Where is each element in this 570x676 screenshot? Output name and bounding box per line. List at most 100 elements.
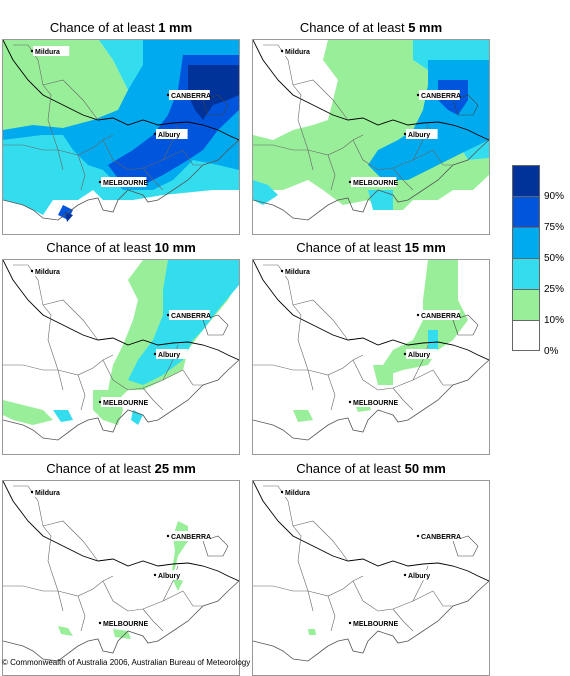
legend-swatch-50: [512, 227, 540, 258]
district-boundary: [327, 154, 336, 191]
district-boundary: [142, 387, 164, 411]
district-boundary: [327, 595, 336, 632]
district-boundary: [352, 139, 434, 171]
city-dot: [403, 132, 407, 136]
shading-region: [253, 180, 278, 205]
city-label-canberra: CANBERRA: [421, 93, 461, 100]
city-dot: [153, 573, 157, 577]
shading-region: [3, 400, 53, 425]
state-border: [253, 40, 489, 141]
state-border: [253, 260, 489, 361]
city-label-bg: [406, 129, 438, 139]
district-boundary: [57, 575, 114, 597]
coastline: [253, 139, 489, 221]
city-label-bg: [351, 397, 397, 407]
city-label-canberra: CANBERRA: [171, 93, 211, 100]
city-label-bg: [169, 531, 210, 541]
act-border: [452, 535, 479, 557]
district-boundary: [3, 144, 58, 151]
city-dot: [30, 269, 34, 273]
district-boundary: [42, 299, 99, 341]
city-label-bg: [169, 310, 210, 320]
shading-region: [58, 626, 73, 636]
legend-swatch-0: [512, 320, 540, 351]
legend-label-25: 25%: [544, 284, 565, 295]
district-boundary: [77, 595, 86, 632]
district-boundary: [292, 79, 349, 121]
coastline: [253, 359, 489, 441]
district-boundary: [57, 354, 114, 376]
city-dot: [98, 621, 102, 625]
district-boundary: [42, 525, 64, 612]
district-boundary: [432, 369, 453, 386]
shading-region: [131, 410, 143, 425]
city-label-mildura: Mildura: [285, 490, 310, 497]
map-10mm: Mildura CANBERRA Albury MELBOURNE: [2, 259, 240, 455]
city-label-melbourne: MELBOURNE: [353, 400, 398, 407]
city-dot: [416, 534, 420, 538]
city-label-bg: [101, 618, 147, 628]
district-boundary: [142, 167, 164, 191]
city-label-mildura: Mildura: [35, 49, 60, 56]
city-label-albury: Albury: [408, 352, 430, 359]
city-dot: [166, 534, 170, 538]
shading-region: [113, 629, 131, 639]
legend-label-50: 50%: [544, 253, 565, 264]
city-label-albury: Albury: [158, 352, 180, 359]
district-boundary: [392, 387, 414, 411]
district-boundary: [42, 79, 99, 121]
district-boundary: [352, 580, 434, 612]
district-boundary: [307, 354, 364, 376]
probability-legend: 90% 75% 50% 25% 10% 0%: [510, 165, 570, 357]
city-label-bg: [33, 487, 70, 497]
city-dot: [98, 400, 102, 404]
district-boundary: [253, 364, 308, 371]
city-dot: [280, 269, 284, 273]
district-boundary: [432, 149, 453, 166]
city-label-bg: [33, 46, 70, 56]
city-label-bg: [101, 177, 147, 187]
district-boundary: [182, 590, 203, 607]
city-dot: [403, 352, 407, 356]
city-label-bg: [101, 397, 147, 407]
state-border: [3, 40, 239, 141]
city-label-bg: [156, 349, 188, 359]
city-label-bg: [351, 177, 397, 187]
city-label-mildura: Mildura: [285, 49, 310, 56]
city-label-bg: [156, 570, 188, 580]
city-dot: [280, 49, 284, 53]
city-label-albury: Albury: [408, 573, 430, 580]
city-label-mildura: Mildura: [285, 269, 310, 276]
city-label-bg: [169, 90, 210, 100]
act-border: [202, 94, 229, 116]
district-boundary: [182, 149, 203, 166]
legend-swatch-25: [512, 258, 540, 289]
city-dot: [166, 313, 170, 317]
city-label-albury: Albury: [408, 132, 430, 139]
district-boundary: [102, 139, 184, 171]
shading-region: [188, 65, 239, 120]
city-label-bg: [419, 90, 460, 100]
district-boundary: [307, 575, 364, 597]
coastline: [253, 580, 489, 662]
city-label-albury: Albury: [158, 132, 180, 139]
shading-region: [3, 40, 128, 140]
city-dot: [348, 180, 352, 184]
city-label-bg: [406, 570, 438, 580]
city-label-canberra: CANBERRA: [421, 534, 461, 541]
district-boundary: [102, 359, 184, 391]
city-label-melbourne: MELBOURNE: [353, 621, 398, 628]
city-dot: [166, 93, 170, 97]
map-5mm: Mildura CANBERRA Albury MELBOURNE: [252, 39, 490, 235]
city-label-canberra: CANBERRA: [421, 313, 461, 320]
district-boundary: [292, 520, 349, 562]
district-boundary: [292, 299, 349, 341]
shading-region: [368, 190, 393, 210]
district-boundary: [392, 167, 414, 191]
city-label-bg: [283, 487, 320, 497]
district-boundary: [42, 84, 64, 171]
act-border: [452, 314, 479, 336]
legend-swatch-75: [512, 196, 540, 227]
district-boundary: [292, 84, 314, 171]
district-boundary: [253, 585, 308, 592]
